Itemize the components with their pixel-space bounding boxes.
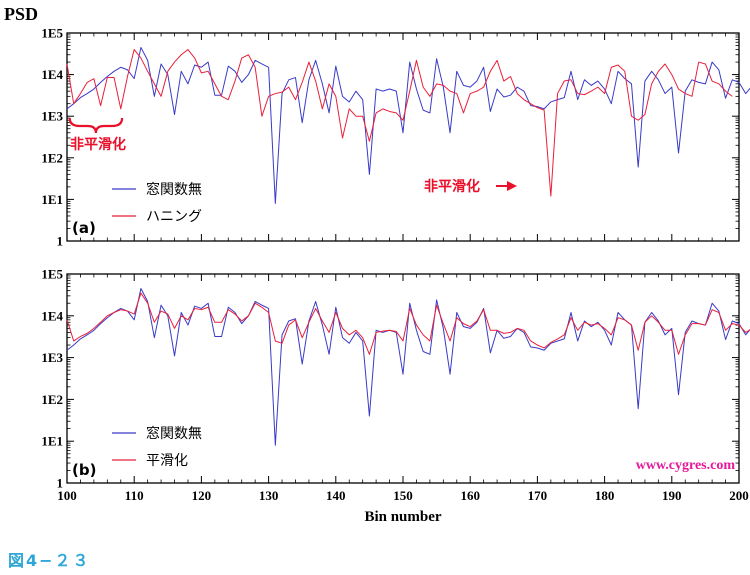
brace-mark xyxy=(68,117,124,134)
y-tick-label: 1E4 xyxy=(41,67,63,82)
series-line-red xyxy=(66,49,733,197)
panel-tag: (b) xyxy=(72,461,96,479)
x-tick-label: 170 xyxy=(528,488,548,503)
panel-tag: (a) xyxy=(72,219,96,237)
legend-entry: 窓関数無 xyxy=(146,181,202,198)
figure-label: 図4−２３ xyxy=(8,551,91,570)
y-tick-label: 1E3 xyxy=(41,109,63,124)
y-tick-label: 1E1 xyxy=(41,192,63,207)
x-tick-label: 120 xyxy=(192,488,212,503)
x-tick-label: 100 xyxy=(57,488,77,503)
y-tick-label: 1 xyxy=(57,234,64,249)
x-tick-label: 160 xyxy=(460,488,480,503)
annotation-arrow-head xyxy=(507,181,517,191)
x-tick-label: 140 xyxy=(326,488,346,503)
annotation-label: 非平滑化 xyxy=(70,136,126,153)
y-tick-label: 1E2 xyxy=(41,392,63,407)
x-tick-label: 180 xyxy=(595,488,615,503)
x-axis-label: Bin number xyxy=(364,509,441,525)
x-tick-label: 190 xyxy=(662,488,682,503)
x-tick-label: 150 xyxy=(393,488,413,503)
y-tick-label: 1E3 xyxy=(41,350,63,365)
website-url: www.cygres.com xyxy=(636,458,736,473)
y-tick-label: 1 xyxy=(57,476,64,491)
legend-entry: 窓関数無 xyxy=(146,425,202,442)
plot-frame xyxy=(66,273,740,484)
chart-panels: 11E11E21E31E41E5窓関数無ハニング(a)11E11E21E31E4… xyxy=(41,26,750,503)
y-tick-label: 1E4 xyxy=(41,308,63,323)
series-line-red xyxy=(66,292,750,355)
legend-entry: ハニング xyxy=(146,209,202,225)
y-tick-label: 1E2 xyxy=(41,150,63,165)
y-tick-label: 1E5 xyxy=(41,26,63,41)
legend-entry: 平滑化 xyxy=(146,452,188,469)
x-tick-label: 200 xyxy=(729,488,749,503)
annotation-label: 非平滑化 xyxy=(424,178,480,195)
panel-b: 1 1E1 1E2 1E3 1E4 1E5 100 110 120 130 140 150 160 170… xyxy=(41,267,750,503)
y-tick-label: 1E5 xyxy=(41,267,63,282)
x-tick-label: 130 xyxy=(259,488,279,503)
x-tick-label: 110 xyxy=(125,488,144,503)
chart-title: PSD xyxy=(4,4,38,24)
series-line-blue xyxy=(66,46,750,204)
y-tick-label: 1E1 xyxy=(41,434,63,449)
